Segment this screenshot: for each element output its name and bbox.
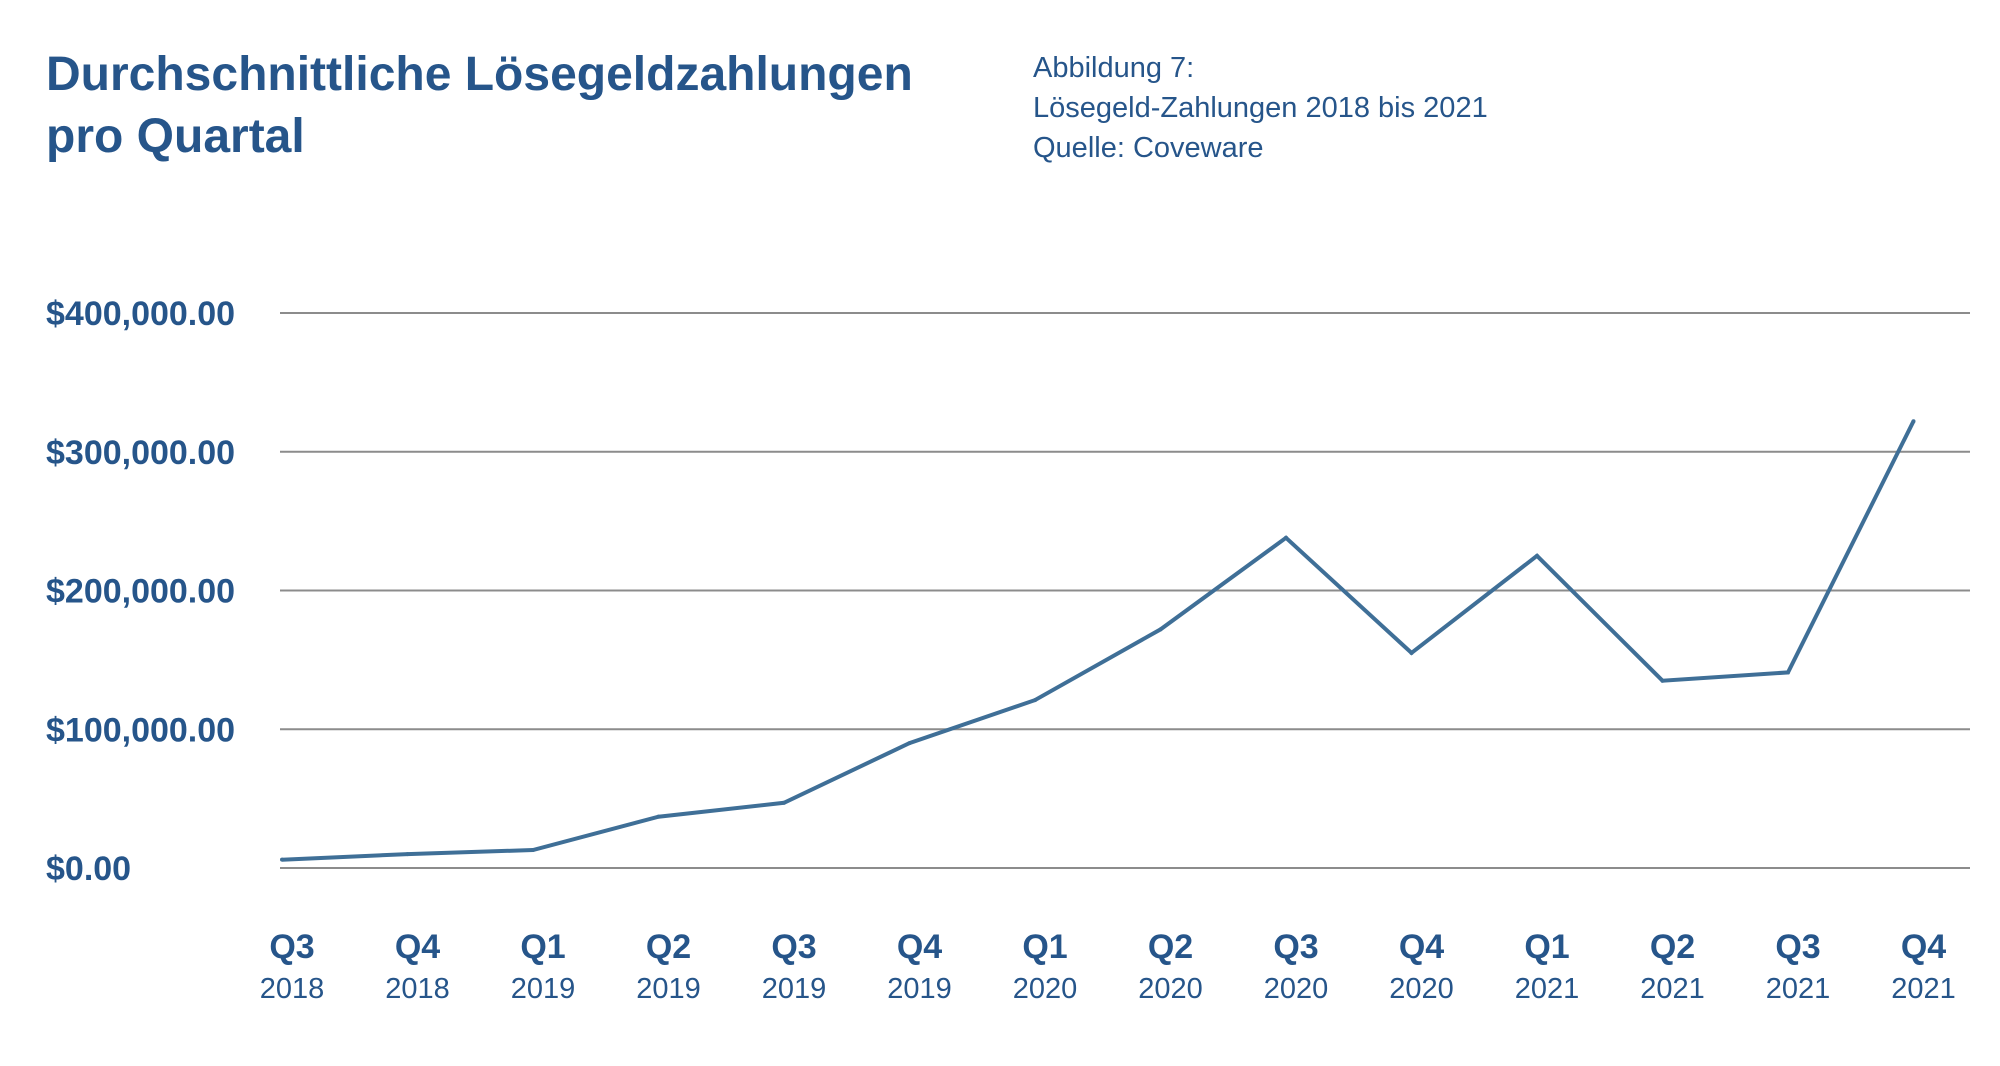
series-group <box>280 419 1916 862</box>
y-tick-label: $400,000.00 <box>46 295 235 333</box>
data-point <box>405 852 410 857</box>
y-tick-label: $300,000.00 <box>46 434 235 472</box>
data-point <box>1660 678 1665 683</box>
figure-caption: Abbildung 7: Lösegeld-Zahlungen 2018 bis… <box>1033 48 1488 168</box>
x-tick-label-quarter: Q4 <box>1399 928 1444 966</box>
y-axis-labels: $0.00 $100,000.00 $200,000.00 $300,000.00 $4… <box>46 295 235 888</box>
y-tick-label: $200,000.00 <box>46 573 235 611</box>
x-tick-label-year: 2021 <box>1891 973 1956 1005</box>
x-tick-label-quarter: Q4 <box>897 928 942 966</box>
x-tick-label-year: 2019 <box>887 973 952 1005</box>
x-tick-label-quarter: Q3 <box>1273 928 1318 966</box>
x-tick-label-year: 2020 <box>1013 973 1078 1005</box>
data-point <box>1911 419 1916 424</box>
data-point <box>1284 535 1288 540</box>
data-point <box>1535 553 1539 558</box>
data-point <box>1033 698 1037 703</box>
data-point <box>656 814 661 819</box>
figure-number: Abbildung 7: <box>1033 52 1195 84</box>
data-point <box>1158 627 1163 632</box>
figure-source: Quelle: Coveware <box>1033 132 1264 164</box>
x-tick-label-quarter: Q1 <box>1524 928 1569 966</box>
series-line <box>281 420 1916 862</box>
x-tick-label-year: 2021 <box>1515 973 1580 1005</box>
y-tick-label: $0.00 <box>46 850 131 888</box>
data-point <box>907 741 912 746</box>
x-tick-label-quarter: Q1 <box>1022 928 1067 966</box>
x-tick-label-year: 2019 <box>511 973 576 1005</box>
x-tick-label-year: 2021 <box>1640 973 1705 1005</box>
data-point <box>1409 650 1414 655</box>
x-tick-label-quarter: Q3 <box>1775 928 1820 966</box>
data-point <box>280 857 284 862</box>
data-point <box>531 847 535 852</box>
gridlines <box>280 312 1970 869</box>
data-point <box>1786 670 1790 675</box>
x-tick-label-year: 2019 <box>636 973 701 1005</box>
x-tick-label-year: 2019 <box>762 973 827 1005</box>
x-axis-labels: Q3 2018 Q4 2018 Q1 2019 Q2 2019 Q3 2019 Q4 2019 Q1 20… <box>260 928 1956 1005</box>
figure-description: Lösegeld-Zahlungen 2018 bis 2021 <box>1033 92 1488 124</box>
x-tick-label-year: 2018 <box>260 973 325 1005</box>
x-tick-label-quarter: Q2 <box>1650 928 1695 966</box>
x-tick-label-year: 2020 <box>1264 973 1329 1005</box>
x-tick-label-quarter: Q2 <box>1148 928 1193 966</box>
y-tick-label: $100,000.00 <box>46 711 235 749</box>
data-point <box>782 800 786 805</box>
x-tick-label-year: 2018 <box>385 973 450 1005</box>
x-tick-label-quarter: Q1 <box>520 928 565 966</box>
x-tick-label-quarter: Q4 <box>1901 928 1946 966</box>
x-tick-label-quarter: Q3 <box>771 928 816 966</box>
chart-title-line-1: Durchschnittliche Lösegeldzahlungen <box>46 48 913 101</box>
x-tick-label-year: 2020 <box>1389 973 1454 1005</box>
x-tick-label-year: 2020 <box>1138 973 1203 1005</box>
x-tick-label-quarter: Q3 <box>269 928 314 966</box>
chart-title: Durchschnittliche Lösegeldzahlungen pro … <box>46 44 913 168</box>
x-tick-label-quarter: Q2 <box>646 928 691 966</box>
chart-title-line-2: pro Quartal <box>46 110 305 163</box>
x-tick-label-year: 2021 <box>1766 973 1831 1005</box>
x-tick-label-quarter: Q4 <box>395 928 440 966</box>
